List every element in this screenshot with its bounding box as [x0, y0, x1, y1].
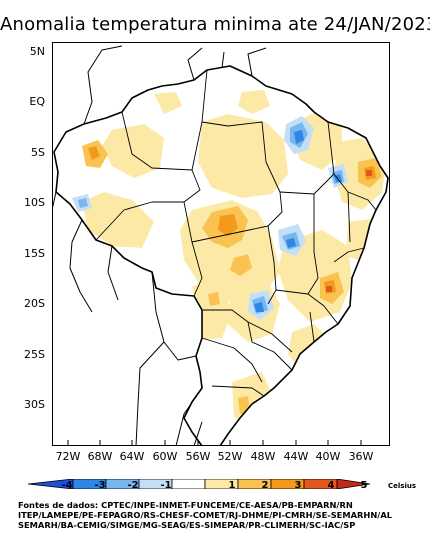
colorbar-segment	[171, 478, 206, 490]
colorbar-tick-label: -2	[127, 480, 139, 491]
lon-label-36w: 36W	[348, 450, 374, 463]
lat-label-eq: EQ	[29, 95, 45, 108]
boundaries	[52, 45, 389, 446]
map-panel	[52, 42, 390, 446]
colorbar-svg	[27, 478, 371, 490]
colorbar-tick-label: 1	[228, 480, 236, 491]
lon-label-44w: 44W	[283, 450, 309, 463]
colorbar-unit: Celsius	[388, 482, 416, 490]
colorbar-tick-label: -1	[160, 480, 172, 491]
map-title: Anomalia temperatura minima ate 24/JAN/2…	[0, 14, 430, 35]
colorbar-segment	[336, 478, 371, 490]
colorbar-tick-label: -4	[61, 480, 73, 491]
colorbar-tick-label: 2	[261, 480, 269, 491]
credits-line: SEMARH/BA-CEMIG/SIMGE/MG-SEAG/ES-SIMEPAR…	[18, 520, 356, 530]
axis-ticks	[67, 440, 362, 446]
lon-label-56w: 56W	[185, 450, 211, 463]
lon-label-72w: 72W	[55, 450, 81, 463]
colorbar	[27, 474, 388, 493]
credits-line: Fontes de dados: CPTEC/INPE-INMET-FUNCEM…	[18, 500, 353, 510]
colorbar-tick-label: 4	[327, 480, 335, 491]
anomaly-shading	[72, 90, 386, 422]
lon-label-52w: 52W	[217, 450, 243, 463]
lat-label-20s: 20S	[24, 297, 45, 310]
data-sources: Fontes de dados: CPTEC/INPE-INMET-FUNCEM…	[18, 500, 430, 530]
lon-label-48w: 48W	[250, 450, 276, 463]
lat-label-5n: 5N	[29, 45, 45, 58]
lon-label-64w: 64W	[119, 450, 145, 463]
lat-label-15s: 15S	[24, 247, 45, 260]
colorbar-tick-label: -3	[94, 480, 106, 491]
lat-label-30s: 30S	[24, 398, 45, 411]
lat-label-10s: 10S	[24, 196, 45, 209]
colorbar-tick-label: 5	[360, 480, 368, 491]
colorbar-tick-label: 3	[294, 480, 302, 491]
lat-label-5s: 5S	[31, 146, 45, 159]
lat-label-25s: 25S	[24, 348, 45, 361]
lon-label-40w: 40W	[315, 450, 341, 463]
credits-line: ITEP/LAMEPE/PE-FEPAGRO/RS-CHESF-COMET/RJ…	[18, 510, 393, 520]
lon-label-60w: 60W	[152, 450, 178, 463]
anomaly-map	[52, 42, 390, 446]
lon-label-68w: 68W	[87, 450, 113, 463]
